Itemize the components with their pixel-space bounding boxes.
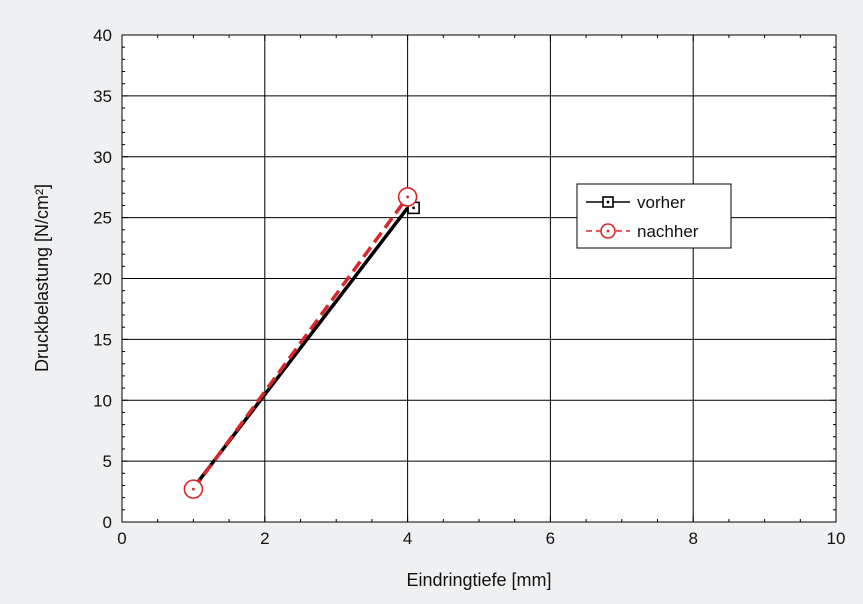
- grid: [122, 35, 836, 522]
- circle-marker: [183, 479, 204, 499]
- y-tick-label: 25: [93, 209, 112, 228]
- y-tick-label: 5: [103, 452, 112, 471]
- y-tick-label: 0: [103, 513, 112, 532]
- legend-label: vorher: [637, 193, 686, 212]
- x-axis-title: Eindringtiefe [mm]: [406, 570, 551, 590]
- marker-center-dot: [412, 206, 415, 210]
- x-tick-label: 10: [827, 529, 846, 548]
- x-tick-label: 2: [260, 529, 269, 548]
- x-tick-label: 0: [117, 529, 126, 548]
- legend-entries: vorher nachher: [586, 193, 699, 241]
- marker-center-dot: [406, 195, 409, 199]
- plot-frame: [121, 34, 837, 523]
- marker-center-dot: [606, 200, 610, 204]
- x-tick-label: 8: [688, 529, 697, 548]
- tick-labels: 0 2 4 6 8 10 0 5 10 15 20 25 30 35 40: [93, 26, 845, 548]
- legend-label: nachher: [637, 222, 699, 241]
- legend-entry: vorher: [586, 193, 686, 212]
- series-nachher: [183, 187, 418, 499]
- series-line: [191, 195, 410, 491]
- y-tick-label: 15: [93, 330, 112, 349]
- x-tick-label: 6: [546, 529, 555, 548]
- series-layer: [183, 187, 420, 499]
- circle-marker: [397, 187, 418, 207]
- marker-center-dot: [192, 487, 195, 491]
- y-tick-label: 20: [93, 270, 112, 289]
- legend-box: [576, 183, 732, 249]
- y-tick-label: 30: [93, 148, 112, 167]
- y-tick-label: 35: [93, 87, 112, 106]
- legend: vorher nachher: [576, 183, 732, 249]
- square-marker: [602, 196, 614, 208]
- y-axis-title: Druckbelastung [N/cm²]: [32, 184, 52, 372]
- y-tick-label: 40: [93, 26, 112, 45]
- x-tick-label: 4: [403, 529, 412, 548]
- circle-marker: [600, 223, 616, 239]
- marker-center-dot: [606, 229, 610, 233]
- y-tick-label: 10: [93, 391, 112, 410]
- legend-entry: nachher: [586, 222, 699, 241]
